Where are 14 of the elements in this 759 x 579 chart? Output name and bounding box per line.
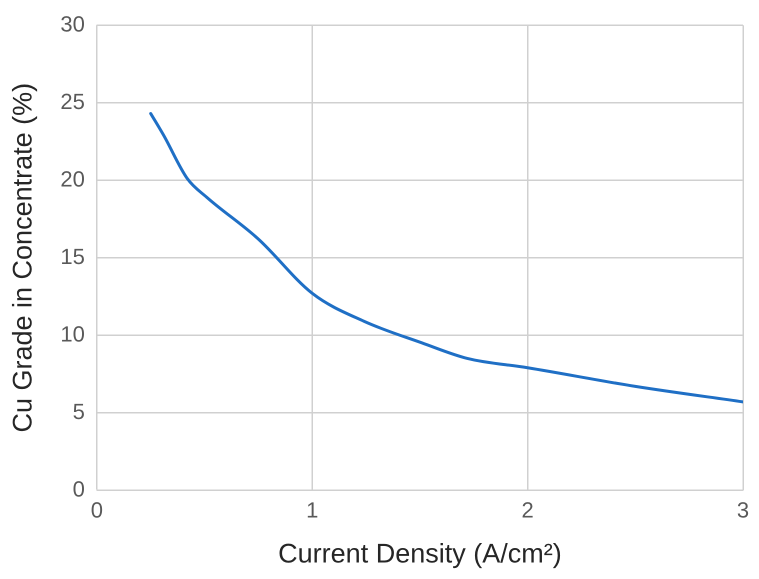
line-series xyxy=(149,112,743,404)
x-tick-label: 3 xyxy=(736,497,750,522)
x-axis-title: Current Density (A/cm²) xyxy=(278,538,562,568)
y-axis-title: Cu Grade in Concentrate (%) xyxy=(8,82,38,433)
y-tick-label: 15 xyxy=(60,244,85,269)
y-tick-label: 5 xyxy=(72,398,85,424)
x-tick-label: 0 xyxy=(90,497,103,522)
y-tick-label: 30 xyxy=(60,11,85,36)
y-tick-label: 0 xyxy=(72,476,85,502)
y-tick-label: 20 xyxy=(60,166,85,192)
x-tick-label: 2 xyxy=(522,497,534,522)
x-tick-label: 1 xyxy=(306,497,318,522)
y-tick-label: 10 xyxy=(60,321,85,346)
y-tick-label: 25 xyxy=(60,88,85,114)
